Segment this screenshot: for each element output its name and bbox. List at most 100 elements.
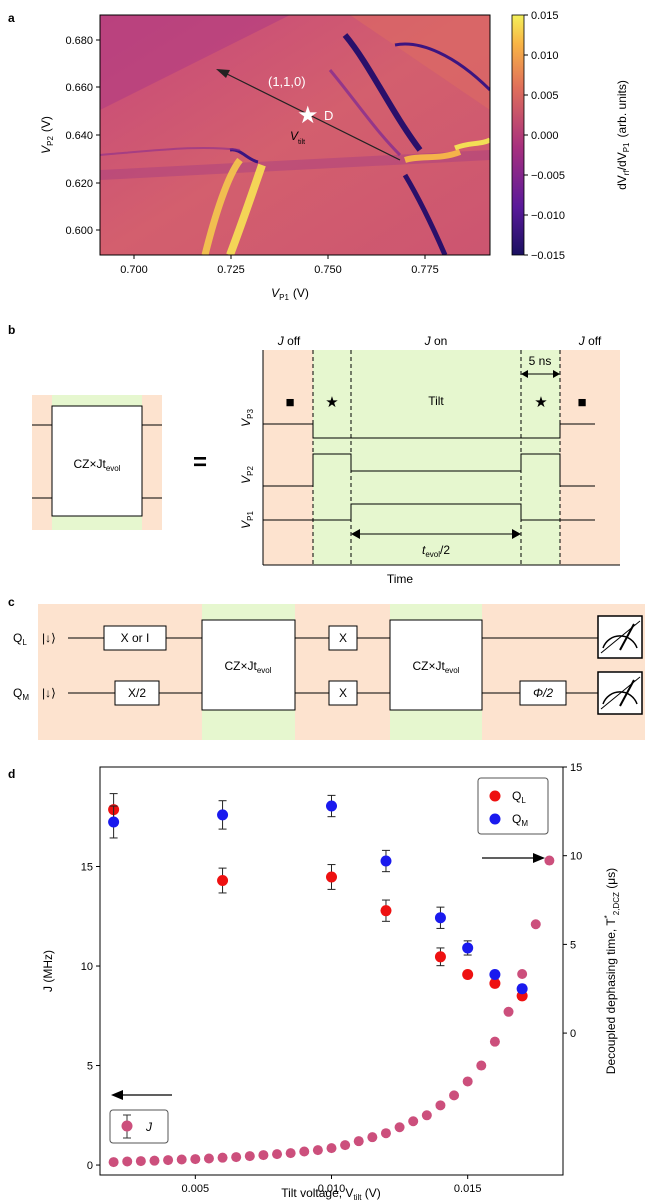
- square-marker-right: ■: [577, 394, 586, 411]
- j-point-20: [380, 1128, 391, 1139]
- star-marker-right: ★: [534, 394, 547, 411]
- j-point-19: [367, 1132, 378, 1143]
- d-ytick-right-1: 5: [570, 939, 576, 951]
- d-xlabel-sub: tilt: [353, 1193, 362, 1202]
- q-l-ket: |↓⟩: [42, 631, 56, 645]
- svg-text:J off: J off: [277, 334, 301, 348]
- a-xtick-3: 0.750: [314, 264, 342, 276]
- svg-text:QL: QL: [512, 789, 526, 805]
- gate-x-half: X/2: [114, 680, 160, 706]
- j-point-25: [449, 1090, 460, 1101]
- left-axis-arrow: [111, 1090, 172, 1100]
- d-ytick-right-2: 10: [570, 851, 582, 863]
- legend-q-l: Q: [512, 789, 521, 803]
- j-point-2: [135, 1156, 146, 1167]
- panel-a-x-axis: 0.700 0.725 0.750 0.775 VP1 (V): [120, 255, 439, 302]
- q-m-ket: |↓⟩: [42, 686, 56, 700]
- j-point-0: [108, 1157, 119, 1168]
- cbar-tick-7: −0.015: [531, 250, 565, 262]
- j-point-3: [149, 1155, 160, 1166]
- a-ytick-2: 0.620: [65, 178, 93, 190]
- svg-text:tevol/2: tevol/2: [422, 543, 450, 559]
- svg-text:CZ×Jtevol: CZ×Jtevol: [412, 659, 459, 675]
- legend-j-label: J: [145, 1120, 153, 1134]
- vp3-waveform: [263, 423, 595, 439]
- pulse-sequence: J off J on J off 5 ns Tilt ★ ★ ■ ■ VP3 V…: [239, 334, 620, 586]
- cbar-tick-2: 0.010: [531, 50, 559, 62]
- gate-x-bottom-label: X: [339, 686, 347, 700]
- j-point-9: [231, 1152, 242, 1163]
- gate-cz-1: CZ×Jtevol: [201, 619, 296, 711]
- d-xlabel: Tilt voltage, V: [281, 1186, 353, 1200]
- j-point-6: [190, 1154, 201, 1165]
- panel-d-axes: 0.005 0.010 0.015 0 5 10 15 0 5 10 15: [81, 762, 583, 1195]
- gate-symbol: CZ×Jtevol: [32, 395, 162, 530]
- j-point-26: [462, 1076, 473, 1087]
- svg-text:QM: QM: [512, 812, 528, 828]
- d-xtick-1: 0.010: [318, 1183, 346, 1195]
- svg-text:Decoupled dephasing time, T*2,: Decoupled dephasing time, T*2,DCZ (μs): [603, 868, 621, 1074]
- j-point-16: [326, 1143, 337, 1154]
- svg-text:Tilt voltage, Vtilt (V): Tilt voltage, Vtilt (V): [281, 1186, 381, 1202]
- a-xlabel-unit: (V): [293, 286, 309, 300]
- a-xtick-2: 0.725: [217, 264, 245, 276]
- measurement-icon-bottom: [597, 671, 643, 715]
- svg-text:QM: QM: [13, 686, 29, 702]
- q-l-point-5: [462, 969, 474, 981]
- j-point-21: [394, 1122, 405, 1133]
- j-point-13: [285, 1148, 296, 1159]
- q-l-label: Q: [13, 631, 22, 645]
- panel-a-letter: a: [8, 11, 15, 25]
- svg-text:VP2(V): VP2 (V): [39, 116, 55, 154]
- right-axis-arrow: [482, 853, 545, 863]
- time-axis-label: Time: [387, 572, 414, 586]
- q-m-label-sub: M: [22, 693, 29, 702]
- v-label-p3-sub: P3: [246, 409, 255, 419]
- d-xlabel-unit: (V): [361, 1186, 380, 1200]
- j-point-31: [530, 919, 541, 930]
- j-point-30: [517, 968, 528, 979]
- square-marker-left: ■: [285, 394, 294, 411]
- svg-text:VP1: VP1: [239, 511, 255, 529]
- panel-d-marks: [108, 793, 555, 1168]
- a-ytick-4: 0.660: [65, 82, 93, 94]
- v-label-p2: V: [239, 475, 253, 484]
- a-xtick-1: 0.700: [120, 264, 148, 276]
- j-point-17: [340, 1140, 351, 1151]
- gate-cz-2: CZ×Jtevol: [389, 619, 483, 711]
- cbar-label-b: /dV: [615, 152, 629, 170]
- cbar-tick-6: −0.010: [531, 210, 565, 222]
- legend-q: QL QM: [477, 777, 549, 835]
- tilt-label: Tilt: [428, 394, 444, 408]
- d-ylabel-right-unit: (μs): [604, 868, 618, 892]
- q-m-point-0: [108, 816, 120, 828]
- v-label-p2-sub: P2: [246, 466, 255, 476]
- d-ylabel-right-sup: *: [603, 915, 612, 918]
- gate-x-or-i: X or I: [103, 625, 167, 651]
- gate-label-sub: evol: [106, 464, 121, 473]
- j-point-15: [312, 1145, 323, 1156]
- legend-q-l-sub: L: [521, 796, 526, 805]
- svg-text:VP3: VP3: [239, 409, 255, 427]
- panel-c-letter: c: [8, 595, 15, 609]
- d-ylabel-right: Decoupled dephasing time, T: [604, 918, 618, 1075]
- d-xtick-2: 0.015: [454, 1183, 482, 1195]
- j-point-28: [489, 1036, 500, 1047]
- j-point-12: [272, 1149, 283, 1160]
- d-ytick-left-3: 15: [81, 862, 93, 874]
- tilt-arrow-label: V: [290, 129, 299, 143]
- q-m-point-5: [462, 942, 474, 954]
- svg-text:dVrf/dVP1(arb. units): dVrf/dVP1 (arb. units): [615, 80, 631, 190]
- gate-x-top-label: X: [339, 631, 347, 645]
- j-on-letter: J: [424, 334, 432, 348]
- cbar-tick-3: 0.005: [531, 90, 559, 102]
- q-m-point-7: [516, 983, 528, 995]
- svg-text:CZ×Jtevol: CZ×Jtevol: [73, 457, 120, 473]
- v-label-p1-sub: P1: [246, 511, 255, 521]
- q-l-point-1: [217, 875, 229, 887]
- legend-q-m-sub: M: [521, 819, 528, 828]
- cbar-label-unit: (arb. units): [615, 80, 629, 137]
- panel-b: b CZ×Jtevol = J off J on J off 5 ns Tilt…: [8, 323, 620, 586]
- panel-b-letter: b: [8, 323, 15, 337]
- d-point-label: D: [324, 108, 333, 123]
